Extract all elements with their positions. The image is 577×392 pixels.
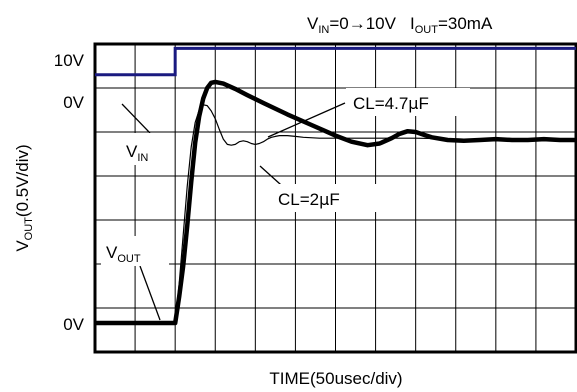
cl2-label-bg <box>272 184 378 212</box>
title-iout-rest: =30mA <box>438 14 493 33</box>
cl47-label-main: CL=4.7 <box>353 94 408 113</box>
leader-vout <box>139 265 161 321</box>
x-axis-label: TIME(50usec/div) <box>269 369 402 388</box>
vin-trace <box>95 46 576 77</box>
cl2-label-main: CL=2 <box>278 190 319 209</box>
vout-trace-cl-4-7uf <box>95 79 576 326</box>
vin-high-label: 10V <box>54 51 85 70</box>
leader-vin <box>121 103 151 134</box>
vout-trace-label-sub: OUT <box>117 253 141 265</box>
grid <box>95 44 576 352</box>
title-vin-sub: IN <box>318 24 329 36</box>
cl47-label-unit: μ <box>408 94 418 113</box>
cl47-trace-label: CL=4.7μF <box>353 94 429 113</box>
cl2-label-rest: F <box>329 190 339 209</box>
vin-label-bg <box>122 133 168 165</box>
title-vin-main: V <box>307 14 319 33</box>
cl2-label-unit: μ <box>319 190 329 209</box>
vin-trace-label-main: V <box>126 142 138 161</box>
vout-label-bg <box>101 236 169 266</box>
y-label-sub: OUT <box>23 217 35 241</box>
title-iout-sub: OUT <box>415 24 439 36</box>
plot-frame <box>93 42 577 354</box>
chart-title: VIN=0→10V IOUT=30mA <box>307 14 493 36</box>
y-label-rest: (0.5V/div) <box>13 144 32 217</box>
cl47-label-bg <box>346 88 470 116</box>
vin-trace-label-sub: IN <box>137 152 148 164</box>
vin-trace-label: VIN <box>126 142 148 164</box>
cl47-label-rest: F <box>418 94 428 113</box>
y-label-main: V <box>13 240 32 252</box>
vout-trace-label-main: V <box>106 243 118 262</box>
cl2-trace-label: CL=2μF <box>278 190 340 209</box>
traces <box>95 46 576 326</box>
vin-low-label: 0V <box>63 93 84 112</box>
y-axis-label: VOUT(0.5V/div) <box>13 144 35 251</box>
vout-trace-cl-2uf <box>95 104 576 324</box>
vout-trace-label: VOUT <box>106 243 141 265</box>
leader-cl47 <box>267 102 346 138</box>
vout-zero-label: 0V <box>63 315 84 334</box>
title-vin-rest: =0→10V <box>329 14 396 33</box>
title-iout-main: I <box>410 14 415 33</box>
